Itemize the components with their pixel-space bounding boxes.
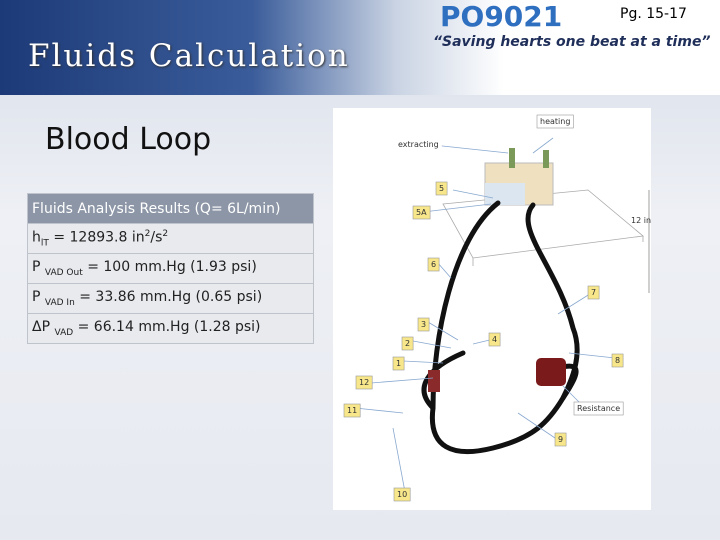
slide-title: Fluids Calculation bbox=[28, 38, 350, 74]
valve bbox=[428, 370, 440, 392]
dimension-label: 12 in bbox=[631, 216, 651, 225]
diagram-label: 4 bbox=[492, 335, 497, 344]
label-box bbox=[395, 138, 442, 151]
diagram-label: 1 bbox=[396, 359, 401, 368]
subscript: VAD bbox=[54, 327, 74, 338]
label-box bbox=[573, 401, 624, 416]
blood-loop-diagram: heating extracting 5 5A 6 7 3 2 4 1 8 12 11 Resistanc… bbox=[333, 108, 651, 510]
label-box bbox=[488, 332, 501, 347]
label-box bbox=[392, 356, 405, 371]
label-box bbox=[536, 114, 574, 129]
subscript: VAD In bbox=[44, 297, 75, 308]
diagram-label: 5A bbox=[416, 208, 427, 217]
table-cell: P VAD Out = 100 mm.Hg (1.93 psi) bbox=[27, 253, 314, 284]
table-cell: P VAD In = 33.86 mm.Hg (0.65 psi) bbox=[27, 283, 314, 314]
diagram-label: Resistance bbox=[577, 404, 620, 413]
results-table: Fluids Analysis Results (Q= 6L/min) hlT … bbox=[27, 193, 314, 344]
diagram-label: 9 bbox=[558, 435, 563, 444]
label-box bbox=[435, 181, 448, 196]
subtitle: Blood Loop bbox=[45, 122, 212, 157]
superscript: 2 bbox=[162, 228, 169, 239]
text: h bbox=[32, 229, 41, 246]
resistance-block bbox=[536, 358, 566, 386]
header-band bbox=[0, 0, 720, 95]
reservoir bbox=[484, 148, 554, 206]
diagram-label: 6 bbox=[431, 260, 436, 269]
diagram-label: 12 bbox=[359, 378, 369, 387]
diagram-label: 5 bbox=[439, 184, 444, 193]
text: = 66.14 mm.Hg (1.28 psi) bbox=[73, 319, 261, 336]
diagram-label: heating bbox=[540, 117, 570, 126]
subscript: VAD Out bbox=[44, 267, 83, 278]
text: /s bbox=[150, 229, 163, 246]
diagram-label: 8 bbox=[615, 356, 620, 365]
label-box bbox=[393, 487, 411, 502]
slogan: “Saving hearts one beat at a time” bbox=[433, 34, 711, 50]
subscript: lT bbox=[40, 238, 49, 249]
label-box bbox=[554, 432, 567, 447]
label-box bbox=[412, 205, 431, 220]
table-header: Fluids Analysis Results (Q= 6L/min) bbox=[27, 193, 314, 224]
label-box bbox=[427, 257, 440, 272]
text: = 33.86 mm.Hg (0.65 psi) bbox=[74, 289, 263, 306]
diagram-label: 7 bbox=[591, 288, 596, 297]
logo: PO9021 bbox=[440, 0, 563, 33]
table-cell: ΔP VAD = 66.14 mm.Hg (1.28 psi) bbox=[27, 313, 314, 344]
diagram-label: 2 bbox=[405, 339, 410, 348]
label-box bbox=[611, 353, 624, 368]
label-box bbox=[343, 403, 361, 418]
text: = 12893.8 in bbox=[48, 229, 145, 246]
table-cell: hlT = 12893.8 in2/s2 bbox=[27, 223, 314, 254]
label-box bbox=[355, 375, 373, 390]
page-number: Pg. 15-17 bbox=[620, 6, 687, 22]
diagram-label: 3 bbox=[421, 320, 426, 329]
text: P bbox=[32, 289, 45, 306]
text: = 100 mm.Hg (1.93 psi) bbox=[82, 259, 257, 276]
label-box bbox=[587, 285, 600, 300]
text: P bbox=[32, 259, 45, 276]
diagram-label: extracting bbox=[398, 140, 439, 149]
text: ΔP bbox=[32, 319, 55, 336]
diagram-label: 10 bbox=[397, 490, 407, 499]
diagram-label: 11 bbox=[347, 406, 357, 415]
label-box bbox=[401, 336, 414, 351]
superscript: 2 bbox=[144, 228, 151, 239]
label-box bbox=[417, 317, 430, 332]
